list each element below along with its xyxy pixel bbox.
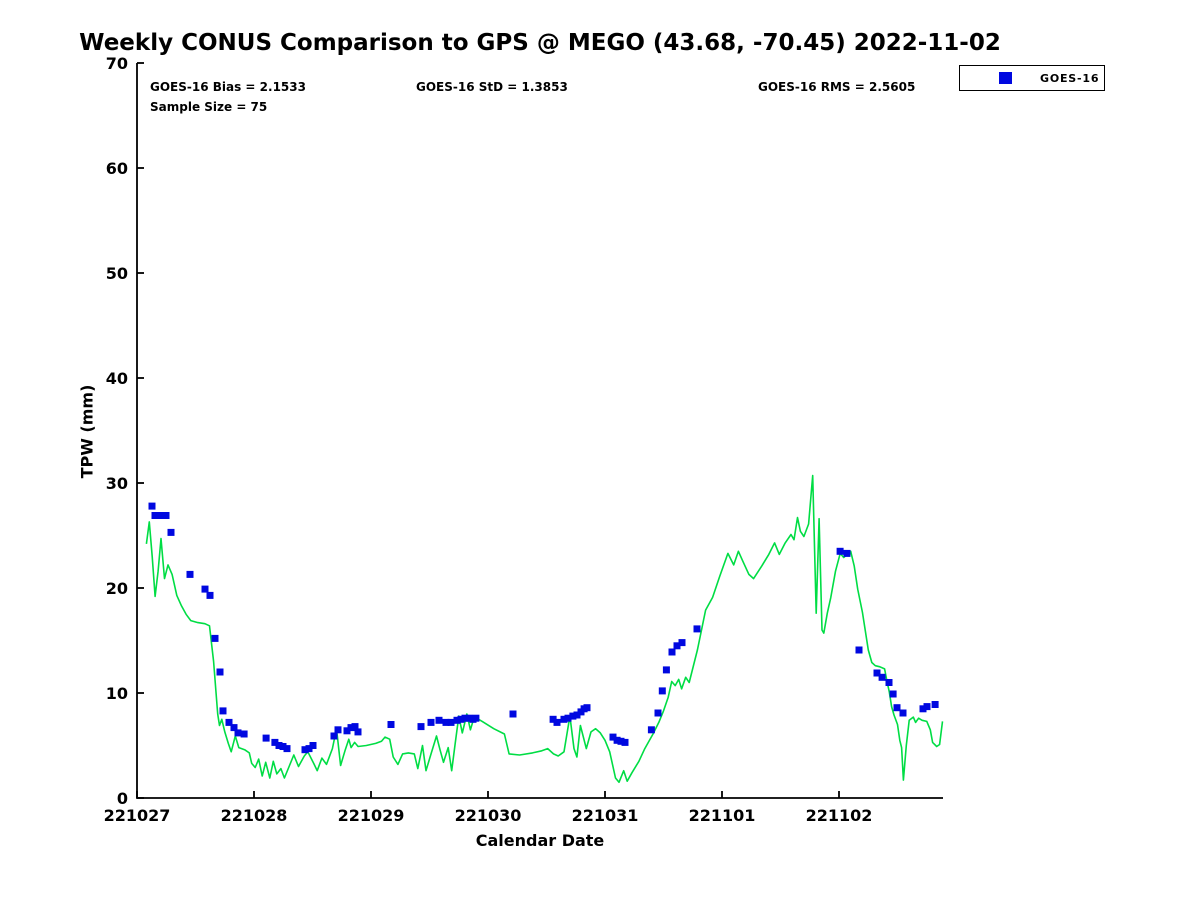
goes16-data-point — [447, 718, 455, 726]
y-tick-label: 50 — [106, 264, 128, 283]
goes16-data-point — [442, 718, 450, 726]
x-tick-label: 221029 — [338, 806, 405, 825]
goes16-data-point — [275, 742, 283, 749]
goes16-data-point — [678, 639, 686, 647]
goes16-data-point — [583, 704, 591, 712]
goes16-data-point — [836, 547, 844, 555]
goes16-data-point — [186, 570, 194, 578]
goes16-data-point — [435, 716, 443, 724]
goes16-legend-marker — [999, 72, 1012, 84]
goes16-data-point — [878, 673, 886, 681]
goes16-data-point — [354, 728, 362, 736]
y-tick-label: 0 — [117, 789, 128, 808]
goes16-data-point — [673, 642, 681, 650]
goes16-data-point — [262, 734, 270, 742]
goes16-data-point — [560, 715, 568, 723]
goes16-data-point — [167, 528, 175, 536]
goes16-data-point — [271, 738, 279, 746]
legend-label: GOES-16 — [1040, 71, 1100, 85]
stat-std: GOES-16 StD = 1.3853 — [416, 80, 568, 94]
goes16-data-point — [654, 709, 662, 717]
goes16-data-point — [283, 745, 291, 753]
goes16-data-point — [855, 646, 863, 654]
goes16-data-point — [647, 726, 655, 734]
chart-title: Weekly CONUS Comparison to GPS @ MEGO (4… — [79, 30, 1001, 56]
goes16-data-point — [617, 737, 625, 745]
goes16-data-point — [923, 703, 931, 711]
goes16-data-point — [225, 718, 233, 726]
x-tick-label: 221031 — [572, 806, 639, 825]
goes16-data-point — [668, 648, 676, 656]
goes16-data-point — [931, 701, 939, 708]
goes16-data-point — [334, 726, 342, 734]
goes16-data-point — [461, 714, 469, 722]
goes16-data-point — [151, 512, 159, 519]
x-tick-label: 221030 — [455, 806, 522, 825]
goes16-data-point — [693, 625, 701, 633]
goes16-data-point — [889, 690, 897, 698]
goes16-data-point — [427, 718, 435, 726]
goes16-data-point — [899, 709, 907, 717]
goes16-data-point — [279, 743, 287, 750]
x-tick-label: 221028 — [221, 806, 288, 825]
x-axis-label: Calendar Date — [475, 831, 605, 850]
goes16-data-point — [549, 715, 557, 723]
goes16-data-point — [216, 668, 224, 676]
goes16-data-point — [573, 711, 581, 719]
goes16-data-point — [465, 714, 473, 722]
goes16-data-point — [613, 736, 621, 744]
goes16-data-point — [219, 707, 227, 715]
goes16-data-point — [885, 679, 893, 686]
x-tick-label: 221102 — [806, 806, 873, 825]
y-tick-label: 60 — [106, 159, 128, 178]
goes16-data-point — [662, 666, 670, 674]
stat-rms: GOES-16 RMS = 2.5605 — [758, 80, 916, 94]
axes-spines — [136, 63, 943, 799]
goes16-data-point — [201, 585, 209, 593]
goes16-data-point — [453, 716, 461, 724]
legend-box: GOES-16 — [959, 65, 1105, 91]
goes16-data-point — [621, 738, 629, 746]
goes16-data-point — [206, 591, 214, 599]
y-tick-label: 30 — [106, 474, 128, 493]
goes16-data-point — [351, 723, 359, 731]
goes16-data-point — [234, 729, 242, 737]
goes16-data-point — [873, 669, 881, 677]
goes16-data-point — [564, 714, 572, 722]
x-tick-label: 221027 — [104, 806, 171, 825]
goes16-data-point — [211, 634, 219, 642]
goes16-data-point — [162, 512, 170, 519]
stat-bias: GOES-16 Bias = 2.1533 — [150, 80, 306, 94]
goes16-data-point — [330, 732, 338, 740]
goes16-data-point — [472, 714, 480, 722]
goes16-data-point — [457, 715, 465, 723]
goes16-data-point — [417, 723, 425, 731]
goes16-data-point — [301, 746, 309, 754]
goes16-data-point — [843, 549, 851, 557]
goes16-data-point — [309, 742, 317, 749]
y-tick-label: 10 — [106, 684, 128, 703]
goes16-data-point — [658, 687, 666, 695]
y-tick-label: 40 — [106, 369, 128, 388]
stat-sample-size: Sample Size = 75 — [150, 100, 268, 114]
y-tick-label: 70 — [106, 54, 128, 73]
goes16-data-point — [609, 733, 617, 741]
goes16-data-point — [893, 704, 901, 712]
goes16-data-point — [387, 721, 395, 728]
goes16-data-point — [569, 712, 577, 720]
goes16-data-point — [240, 730, 248, 738]
x-tick-label: 221101 — [689, 806, 756, 825]
goes16-data-point — [305, 745, 313, 753]
goes16-data-point — [553, 718, 561, 726]
goes16-data-point — [919, 705, 927, 713]
goes16-data-point — [347, 724, 355, 732]
goes16-data-point — [230, 724, 238, 732]
y-tick-label: 20 — [106, 579, 128, 598]
goes16-data-point — [343, 727, 351, 735]
goes16-data-point — [148, 502, 156, 510]
goes16-data-point — [509, 710, 517, 718]
goes16-data-point — [156, 512, 164, 519]
